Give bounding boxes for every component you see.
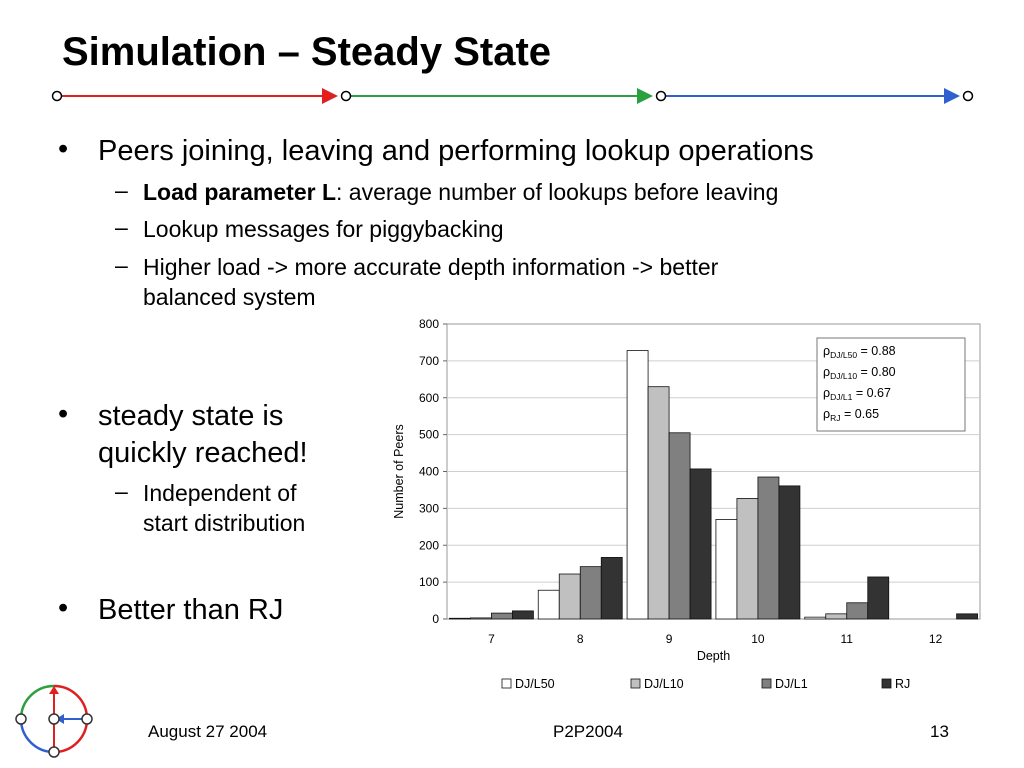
bullet-glyph: • <box>58 398 68 431</box>
bar <box>690 469 711 619</box>
bar <box>580 567 601 619</box>
correlation-entry: ρDJ/L10 = 0.80 <box>823 365 896 381</box>
y-tick-label: 0 <box>432 612 439 626</box>
bar <box>758 477 779 619</box>
bar <box>737 498 758 619</box>
x-tick-label: 9 <box>666 632 673 646</box>
bullet-text: Peers joining, leaving and performing lo… <box>98 133 814 170</box>
correlation-entry: ρRJ = 0.65 <box>823 407 879 423</box>
bar <box>512 611 533 619</box>
correlation-box <box>817 338 965 431</box>
load-parameter-label: Load parameter L <box>143 179 336 205</box>
sub-bullet-text-line1: Independent of <box>143 478 296 508</box>
y-tick-label: 700 <box>419 354 439 368</box>
bar <box>559 574 580 619</box>
dash-glyph: – <box>115 214 128 241</box>
x-tick-label: 10 <box>751 632 765 646</box>
y-tick-label: 600 <box>419 391 439 405</box>
title-rule <box>0 82 1024 112</box>
bullet-glyph: • <box>58 133 68 166</box>
sub-bullet-text-line2: start distribution <box>143 508 305 538</box>
bar <box>716 519 737 619</box>
bullet-text-line2: quickly reached! <box>98 435 308 472</box>
bar <box>847 603 868 619</box>
bar <box>957 614 978 619</box>
y-axis-label: Number of Peers <box>392 424 406 518</box>
y-tick-label: 200 <box>419 538 439 552</box>
dash-glyph: – <box>115 478 128 505</box>
legend-label: DJ/L1 <box>775 677 808 691</box>
sub-bullet-text-line1: Higher load -> more accurate depth infor… <box>143 252 718 282</box>
bar <box>805 617 826 619</box>
x-axis-label: Depth <box>697 649 730 663</box>
bullet-glyph: • <box>58 592 68 625</box>
legend-label: RJ <box>895 677 910 691</box>
dash-glyph: – <box>115 252 128 279</box>
x-tick-label: 7 <box>488 632 495 646</box>
bar <box>449 618 470 619</box>
bullet-text-line1: steady state is <box>98 398 283 435</box>
sub-bullet-text: Lookup messages for piggybacking <box>143 214 504 244</box>
rule-node <box>342 92 351 101</box>
correlation-entry: ρDJ/L1 = 0.67 <box>823 386 891 402</box>
legend-swatch <box>631 679 640 688</box>
bar <box>470 618 491 619</box>
legend-label: DJ/L10 <box>644 677 684 691</box>
y-tick-label: 500 <box>419 428 439 442</box>
y-tick-label: 800 <box>419 317 439 331</box>
bar <box>491 613 512 619</box>
rule-node <box>964 92 973 101</box>
x-tick-label: 8 <box>577 632 584 646</box>
footer-date: August 27 2004 <box>148 722 267 742</box>
y-tick-label: 300 <box>419 501 439 515</box>
footer-conference: P2P2004 <box>553 722 623 742</box>
footer-page-number: 13 <box>930 722 949 742</box>
correlation-entry: ρDJ/L50 = 0.88 <box>823 344 896 360</box>
bar <box>538 590 559 619</box>
dash-glyph: – <box>115 177 128 204</box>
p2p-logo <box>10 680 100 760</box>
rule-node <box>657 92 666 101</box>
bar <box>669 433 690 619</box>
x-tick-label: 11 <box>841 632 854 646</box>
legend-swatch <box>882 679 891 688</box>
rule-node <box>53 92 62 101</box>
legend-swatch <box>762 679 771 688</box>
plot-area <box>447 324 980 619</box>
y-tick-label: 100 <box>419 575 439 589</box>
legend-label: DJ/L50 <box>515 677 555 691</box>
legend-swatch <box>502 679 511 688</box>
bar <box>779 486 800 619</box>
y-tick-label: 400 <box>419 465 439 479</box>
bar <box>601 557 622 619</box>
x-tick-label: 12 <box>929 632 943 646</box>
sub-bullet-text-line2: balanced system <box>143 282 316 312</box>
bar <box>648 387 669 619</box>
load-parameter-desc: : average number of lookups before leavi… <box>336 179 778 205</box>
bar <box>826 614 847 619</box>
bullet-text: Better than RJ <box>98 592 283 629</box>
bar <box>627 351 648 619</box>
slide-title: Simulation – Steady State <box>62 30 551 75</box>
bar <box>868 577 889 619</box>
